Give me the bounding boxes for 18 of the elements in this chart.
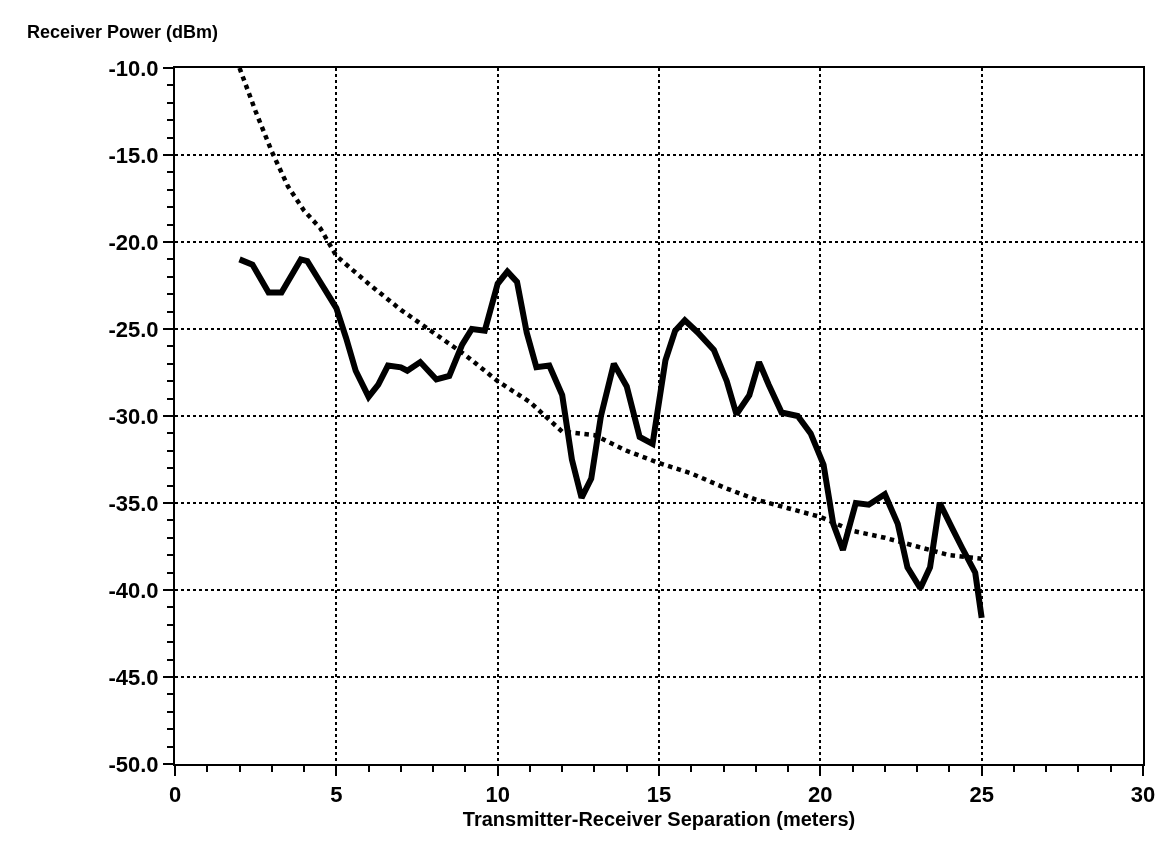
y-tick-label: -30.0 xyxy=(108,403,159,429)
x-tick-label: 20 xyxy=(808,782,833,808)
x-axis-title: Transmitter-Receiver Separation (meters) xyxy=(462,808,856,831)
x-tick-label: 30 xyxy=(1130,782,1156,808)
x-tick-label: 25 xyxy=(969,782,994,808)
y-tick-label: -35.0 xyxy=(108,490,159,516)
y-tick-label: -25.0 xyxy=(108,316,159,342)
y-tick-label: -20.0 xyxy=(108,229,159,255)
y-tick-label: -50.0 xyxy=(108,751,159,777)
x-tick-label: 0 xyxy=(168,782,182,808)
y-tick-label: -45.0 xyxy=(108,664,159,690)
y-axis-title: Receiver Power (dBm) xyxy=(27,22,219,42)
x-tick-label: 5 xyxy=(330,782,343,808)
x-tick-label: 10 xyxy=(485,782,510,808)
x-tick-label: 15 xyxy=(646,782,672,808)
y-tick-label: -10.0 xyxy=(108,55,159,81)
y-tick-label: -40.0 xyxy=(108,577,159,603)
y-tick-label: -15.0 xyxy=(108,142,159,168)
